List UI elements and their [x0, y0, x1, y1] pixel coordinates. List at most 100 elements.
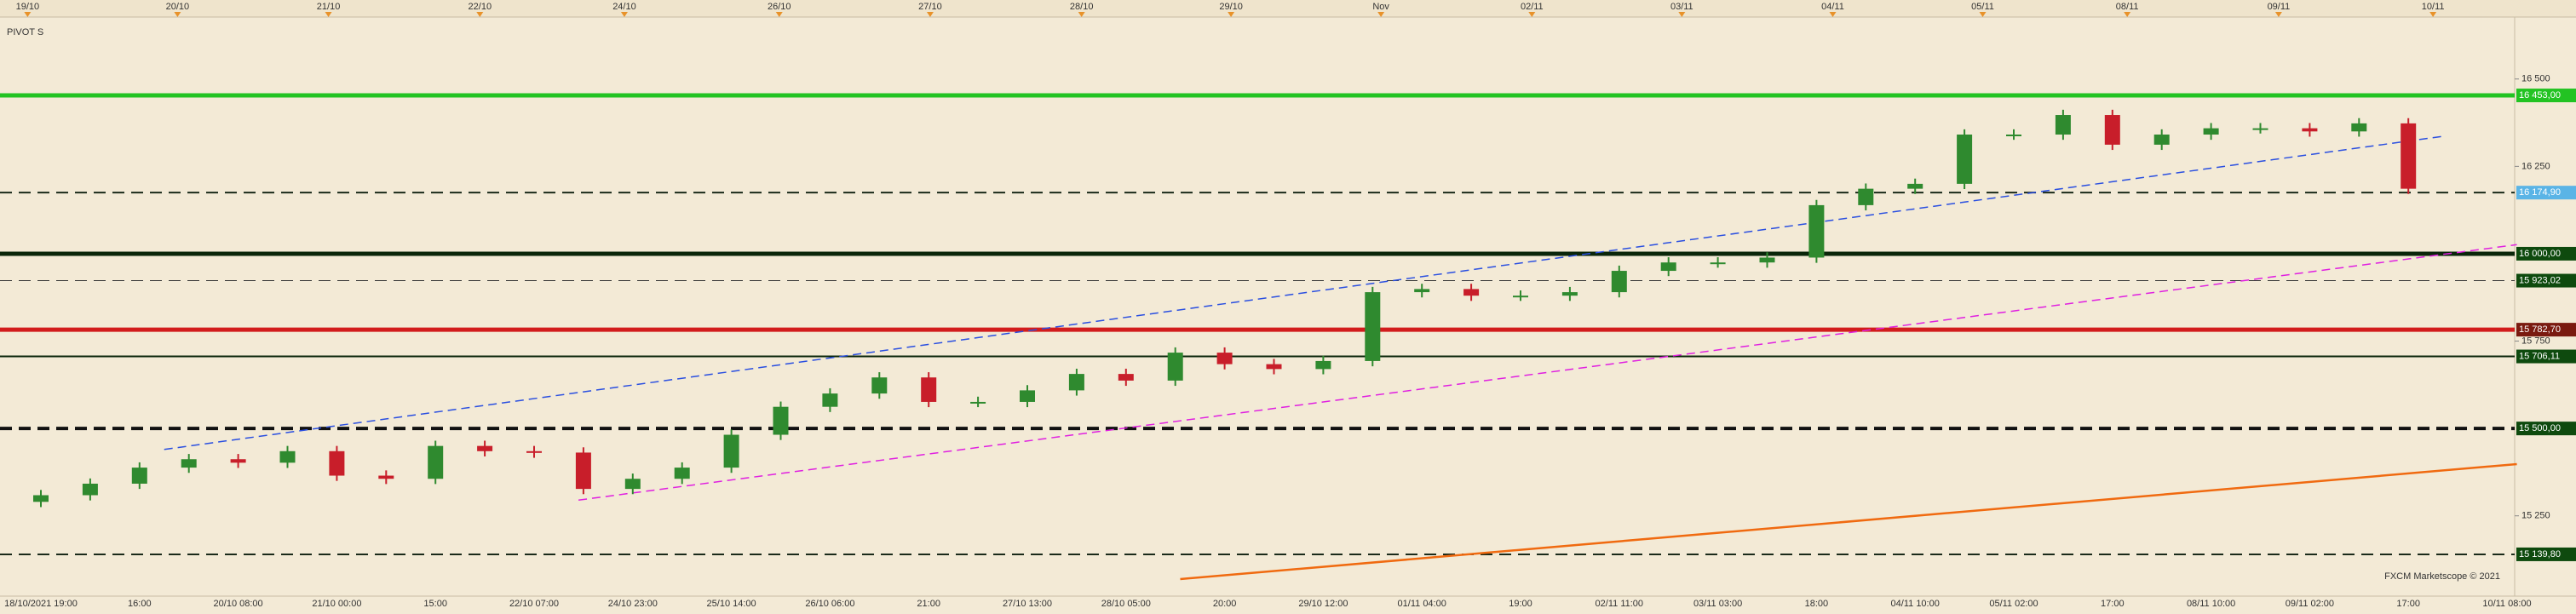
candle-body [624, 479, 641, 490]
day-marker [1528, 12, 1536, 17]
level-label: 15 782,70 [2519, 324, 2561, 335]
day-label: 03/11 [1670, 2, 1693, 12]
level-label-box [2516, 246, 2576, 261]
candle-body [1611, 271, 1627, 293]
candle-body [575, 452, 591, 490]
candle-body [1808, 204, 1825, 258]
candle-body [1907, 183, 1923, 189]
day-marker [1228, 12, 1235, 17]
candle-body [871, 377, 888, 394]
day-marker [1078, 12, 1085, 17]
candle-body [33, 495, 49, 502]
x-tick-label: 01/11 04:00 [1398, 599, 1446, 609]
candle-body [822, 393, 838, 407]
candle-body [230, 459, 246, 463]
x-tick-label: 19:00 [1509, 599, 1532, 609]
level-label: 16 174,90 [2519, 187, 2561, 198]
candle-body [2351, 123, 2367, 132]
day-label: Nov [1372, 2, 1389, 12]
day-marker [2274, 12, 2282, 17]
day-label: 10/11 [2422, 2, 2445, 12]
candle-body [1957, 135, 1973, 184]
level-label: 15 500,00 [2519, 423, 2561, 433]
top-bar [0, 0, 2576, 17]
x-tick-label: 20:00 [1213, 599, 1237, 609]
candle-body [1710, 262, 1726, 265]
candle-body [1315, 360, 1331, 370]
x-tick-label: 03/11 03:00 [1693, 599, 1742, 609]
level-label-box [2516, 323, 2576, 337]
candle-body [1216, 353, 1233, 364]
level-label-box [2516, 547, 2576, 561]
candle-body [773, 406, 789, 435]
day-label: 27/10 [918, 2, 942, 12]
candle-body [970, 401, 986, 404]
candle-body [82, 483, 98, 496]
candle-body [1660, 262, 1676, 272]
y-tick-label: 16 250 [2521, 161, 2550, 171]
day-marker [775, 12, 783, 17]
day-marker [2124, 12, 2131, 17]
x-tick-label: 21:00 [917, 599, 940, 609]
x-tick-label: 20/10 08:00 [214, 599, 263, 609]
x-tick-label: 02/11 11:00 [1596, 599, 1643, 609]
candle-body [2104, 115, 2120, 145]
candle-body [131, 468, 147, 484]
day-label: 09/11 [2268, 2, 2291, 12]
candle-body [2203, 128, 2219, 135]
x-tick-label: 10/11 08:00 [2482, 599, 2531, 609]
day-marker [1678, 12, 1686, 17]
day-marker [476, 12, 484, 17]
x-tick-label: 28/10 05:00 [1101, 599, 1151, 609]
trend-line [578, 244, 2517, 501]
level-label: 15 706,11 [2519, 351, 2560, 361]
x-tick-label: 04/11 10:00 [1891, 599, 1940, 609]
candle-body [2302, 128, 2318, 132]
x-tick-label: 18:00 [1805, 599, 1829, 609]
watermark: FXCM Marketscope © 2021 [2384, 571, 2500, 582]
day-label: 26/10 [768, 2, 791, 12]
candle-body [1858, 188, 1874, 205]
candle-body [2252, 128, 2268, 130]
level-label-box [2516, 422, 2576, 436]
day-label: 04/11 [1821, 2, 1844, 12]
level-label: 15 923,02 [2519, 275, 2561, 285]
day-label: 24/10 [612, 2, 636, 12]
x-tick-label: 17:00 [2101, 599, 2125, 609]
candle-body [2006, 135, 2021, 137]
y-tick-label: 15 750 [2521, 336, 2550, 346]
day-label: 22/10 [469, 2, 492, 12]
candle-body [1118, 374, 1134, 381]
level-label-box [2516, 273, 2576, 288]
x-tick-label: 24/10 23:00 [608, 599, 658, 609]
day-marker [1377, 12, 1385, 17]
day-marker [325, 12, 332, 17]
candle-body [2055, 115, 2071, 135]
day-label: 05/11 [1971, 2, 1994, 12]
candle-body [279, 450, 296, 463]
x-tick-label: 22/10 07:00 [509, 599, 559, 609]
candle-body [1561, 292, 1578, 296]
day-label: 02/11 [1521, 2, 1544, 12]
x-tick-label: 18/10/2021 19:00 [4, 599, 78, 609]
day-marker [620, 12, 628, 17]
level-label-box [2516, 186, 2576, 200]
x-tick-label: 05/11 02:00 [1989, 599, 2038, 609]
candle-body [723, 434, 739, 468]
candle-body [526, 450, 542, 453]
candle-body [477, 445, 493, 451]
x-tick-label: 09/11 02:00 [2286, 599, 2334, 609]
trend-line [1180, 462, 2517, 581]
candle-body [2401, 123, 2417, 189]
candle-body [1266, 364, 1282, 370]
level-label: 16 453,00 [2519, 90, 2561, 100]
day-label: 29/10 [1219, 2, 1243, 12]
trend-line [164, 135, 2443, 450]
day-label: 20/10 [166, 2, 190, 12]
level-label-box [2516, 89, 2576, 103]
candle-body [921, 377, 937, 402]
x-tick-label: 25/10 14:00 [707, 599, 756, 609]
day-marker [174, 12, 181, 17]
